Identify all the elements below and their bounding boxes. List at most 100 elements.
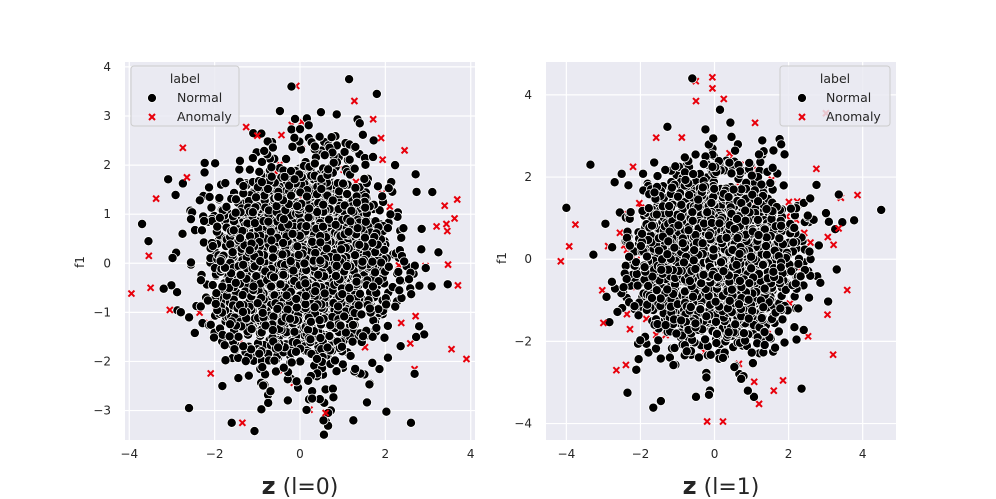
normal-point [315,237,326,248]
normal-point [199,215,210,226]
normal-point [189,327,200,338]
normal-point [309,141,320,152]
normal-point [336,341,347,352]
legend-left: label Normal Anomaly [130,65,240,127]
normal-point [206,202,217,213]
anomaly-stroke [206,369,215,378]
normal-point [823,296,834,307]
normal-point [137,218,148,229]
y-tick-label: 2 [103,158,111,172]
normal-point [303,375,314,386]
anomaly-point [127,289,136,298]
normal-point [227,247,238,258]
normal-point [230,277,241,288]
normal-point [655,396,666,407]
normal-point [185,214,196,225]
normal-point [228,225,239,236]
normal-point [351,197,362,208]
normal-point [314,315,325,326]
anomaly-stroke [152,194,160,203]
normal-point [343,226,354,237]
normal-point [354,118,365,129]
normal-point [352,223,363,234]
x-axis-symbol-left: z [262,472,276,499]
normal-point [177,178,188,189]
normal-point [273,191,284,202]
normal-point [311,353,322,364]
anomaly-point [442,220,451,228]
normal-point [207,280,218,291]
normal-point [313,269,324,280]
normal-point [315,333,326,344]
normal-point [337,359,348,370]
anomaly-stroke [444,260,452,269]
normal-point [291,376,302,387]
normal-point [633,354,644,365]
normal-point [267,325,278,336]
normal-point [323,164,334,175]
normal-point [416,244,427,255]
normal-point [244,164,255,175]
normal-point [210,298,221,309]
normal-point [650,343,661,354]
normal-point [359,173,370,184]
normal-point [184,312,195,323]
normal-point [416,223,427,234]
normal-point [607,242,618,253]
normal-point [226,417,237,428]
normal-point [612,306,623,317]
normal-point [214,212,225,223]
normal-point [275,279,286,290]
anomaly-stroke [378,156,387,164]
normal-point [411,186,422,197]
normal-point [649,157,660,168]
normal-point [240,356,251,367]
normal-point [248,281,259,292]
normal-point [254,166,265,177]
normal-point [177,228,188,239]
normal-point [289,132,300,143]
normal-point [215,256,226,267]
normal-point [263,397,274,408]
normal-point [254,348,265,359]
x-tick-label: 0 [296,447,304,461]
normal-point [337,289,348,300]
normal-point [281,153,292,164]
normal-point [433,247,444,258]
normal-point [257,307,268,318]
normal-point [616,168,627,179]
normal-point [256,156,267,167]
normal-point [319,150,330,161]
normal-point [238,341,249,352]
normal-point [230,194,241,205]
normal-point [278,269,289,280]
normal-point [349,163,360,174]
normal-point [233,373,244,384]
normal-point [251,192,262,203]
normal-point [368,135,379,146]
normal-point [266,281,277,292]
normal-point [811,179,822,190]
normal-point [319,288,330,299]
normal-point [267,244,278,255]
normal-point [336,244,347,255]
normal-point [158,283,169,294]
normal-point [403,274,414,285]
anomaly-stroke [277,131,286,139]
normal-point [314,131,325,142]
normal-point [356,309,367,320]
normal-point [357,129,368,140]
normal-point [328,392,339,403]
normal-point [259,145,270,156]
normal-point [267,142,278,153]
normal-point [299,258,310,269]
normal-point [292,201,303,212]
normal-point [396,232,407,243]
normal-point [266,162,277,173]
normal-point [317,221,328,232]
normal-point [278,214,289,225]
y-tick-label: −3 [93,404,111,418]
normal-point [208,332,219,343]
normal-point [278,238,289,249]
